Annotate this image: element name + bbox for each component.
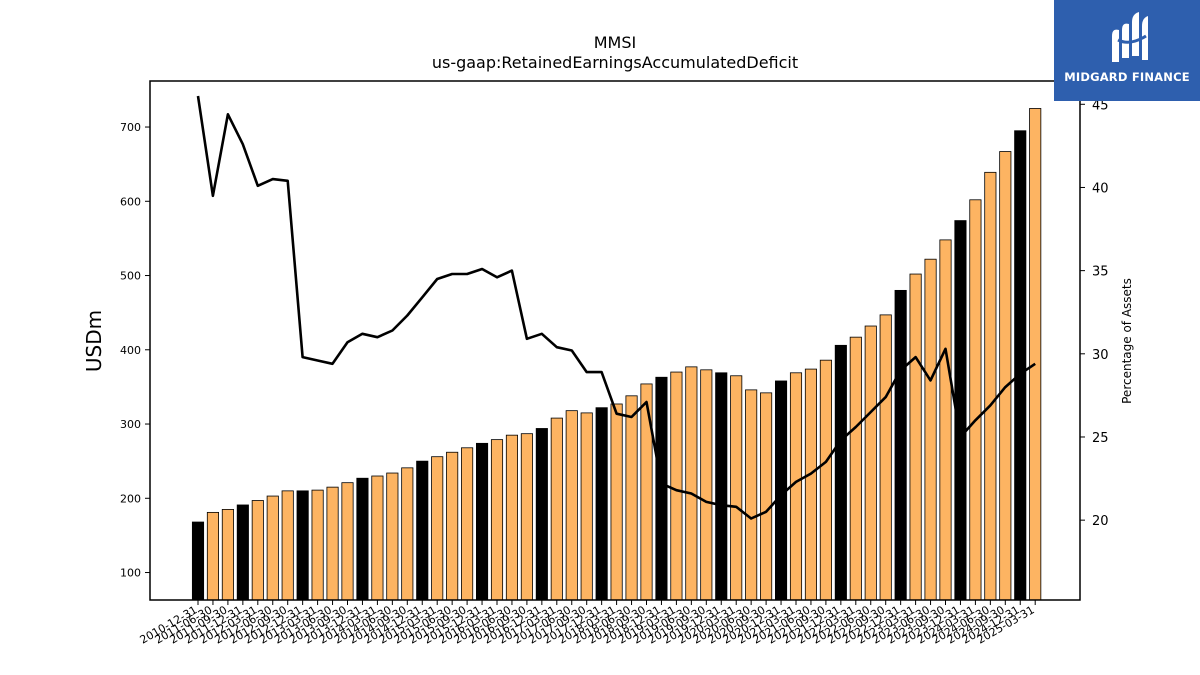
bar-2013-09-30: [341, 482, 354, 601]
chart-subtitle: us-gaap:RetainedEarningsAccumulatedDefic…: [432, 53, 798, 72]
y-tick-label: 400: [120, 344, 141, 357]
logo-text: MIDGARD FINANCE: [1064, 70, 1190, 84]
midgard-logo-icon: [1112, 12, 1148, 63]
bar-2013-03-31: [311, 489, 324, 601]
bar-2019-03-31: [670, 371, 683, 601]
bar-2023-09-30: [939, 239, 952, 601]
bar-2019-09-30: [700, 369, 713, 601]
percentage-of-assets-line: [196, 95, 1036, 520]
bar-2011-12-31: [236, 504, 249, 601]
y2-axis-label: Percentage of Assets: [1120, 278, 1134, 404]
y2-tick-label: 40: [1092, 181, 1109, 196]
bar-2014-06-30: [386, 472, 399, 601]
bar-2017-03-31: [550, 417, 563, 601]
bar-2020-09-30: [760, 392, 773, 601]
line-series: [196, 95, 1036, 520]
bar-2022-12-31: [894, 289, 907, 601]
bar-2015-09-30: [461, 447, 474, 601]
bar-series: [191, 108, 1042, 601]
y-tick-label: 300: [120, 418, 141, 431]
y2-tick-label: 30: [1092, 348, 1109, 363]
bar-2019-12-31: [715, 372, 728, 601]
bar-2021-09-30: [819, 359, 832, 601]
bar-2011-09-30: [221, 509, 234, 601]
bar-2015-12-31: [475, 442, 489, 601]
x-axis: 2010-12-312011-06-302011-09-302011-12-31…: [138, 600, 1037, 647]
y2-tick-label: 45: [1092, 98, 1109, 113]
y-tick-label: 100: [120, 567, 141, 580]
bar-2012-06-30: [266, 495, 279, 601]
bar-2018-03-31: [610, 403, 623, 601]
bar-2017-12-31: [595, 407, 608, 601]
bar-2025-03-31: [1029, 108, 1042, 601]
bar-2023-06-30: [924, 258, 937, 601]
bar-2024-12-31: [1014, 130, 1027, 601]
bar-2024-03-31: [969, 199, 982, 601]
bar-2016-12-31: [535, 428, 548, 601]
chart-title: MMSI: [594, 33, 636, 52]
bar-2024-06-30: [984, 171, 997, 601]
bar-2013-12-31: [356, 477, 369, 601]
bar-2012-03-31: [251, 500, 264, 601]
bar-2012-12-31: [296, 490, 309, 601]
bar-2019-06-30: [685, 366, 698, 601]
bar-2022-06-30: [864, 325, 877, 601]
bar-2015-06-30: [446, 451, 459, 601]
bar-2018-12-31: [655, 376, 668, 601]
plot-frame: [149, 80, 1081, 601]
midgard-finance-logo: MIDGARD FINANCE: [1054, 0, 1200, 101]
bar-2013-06-30: [326, 486, 339, 601]
bar-2014-03-31: [371, 475, 384, 601]
bar-2018-06-30: [625, 395, 638, 601]
bar-2020-03-31: [730, 375, 743, 601]
y-axis-label: USDm: [82, 310, 106, 372]
y-tick-label: 500: [120, 270, 141, 283]
y-axis-left: 100 200 300 400 500 600 700: [120, 121, 150, 580]
bar-2015-03-31: [431, 456, 444, 601]
y2-tick-label: 25: [1092, 431, 1109, 446]
bar-2010-12-31: [191, 521, 205, 601]
bar-2016-09-30: [520, 433, 533, 601]
bar-2011-06-30: [206, 511, 220, 601]
y2-tick-label: 20: [1092, 514, 1109, 529]
bar-2021-06-30: [804, 368, 817, 601]
y-tick-label: 600: [120, 195, 141, 208]
bar-2017-09-30: [580, 412, 593, 601]
bar-2012-09-30: [281, 490, 294, 601]
bar-2014-09-30: [401, 467, 414, 601]
bar-2017-06-30: [565, 410, 578, 601]
y-tick-label: 200: [120, 492, 141, 505]
y-axis-right: 20 25 30 35 40 45: [1080, 98, 1109, 529]
bar-2022-03-31: [849, 336, 862, 601]
y2-tick-label: 35: [1092, 265, 1109, 280]
bar-2016-06-30: [505, 434, 518, 601]
bar-2016-03-31: [490, 439, 504, 601]
y-tick-label: 700: [120, 121, 141, 134]
bar-2024-09-30: [999, 151, 1012, 601]
bar-2020-06-30: [745, 389, 758, 601]
bar-2014-12-31: [416, 460, 429, 601]
bar-2023-03-31: [909, 273, 922, 601]
bar-2021-12-31: [834, 344, 847, 601]
bar-2022-09-30: [879, 314, 892, 601]
